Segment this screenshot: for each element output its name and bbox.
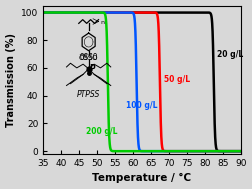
Text: 200 g/L: 200 g/L — [86, 127, 118, 136]
Text: 100 g/L: 100 g/L — [126, 101, 157, 110]
Text: 20 g/L: 20 g/L — [217, 50, 244, 59]
X-axis label: Temperature / °C: Temperature / °C — [92, 173, 192, 184]
Y-axis label: Transmission (%): Transmission (%) — [6, 33, 16, 127]
Text: 50 g/L: 50 g/L — [164, 74, 190, 84]
